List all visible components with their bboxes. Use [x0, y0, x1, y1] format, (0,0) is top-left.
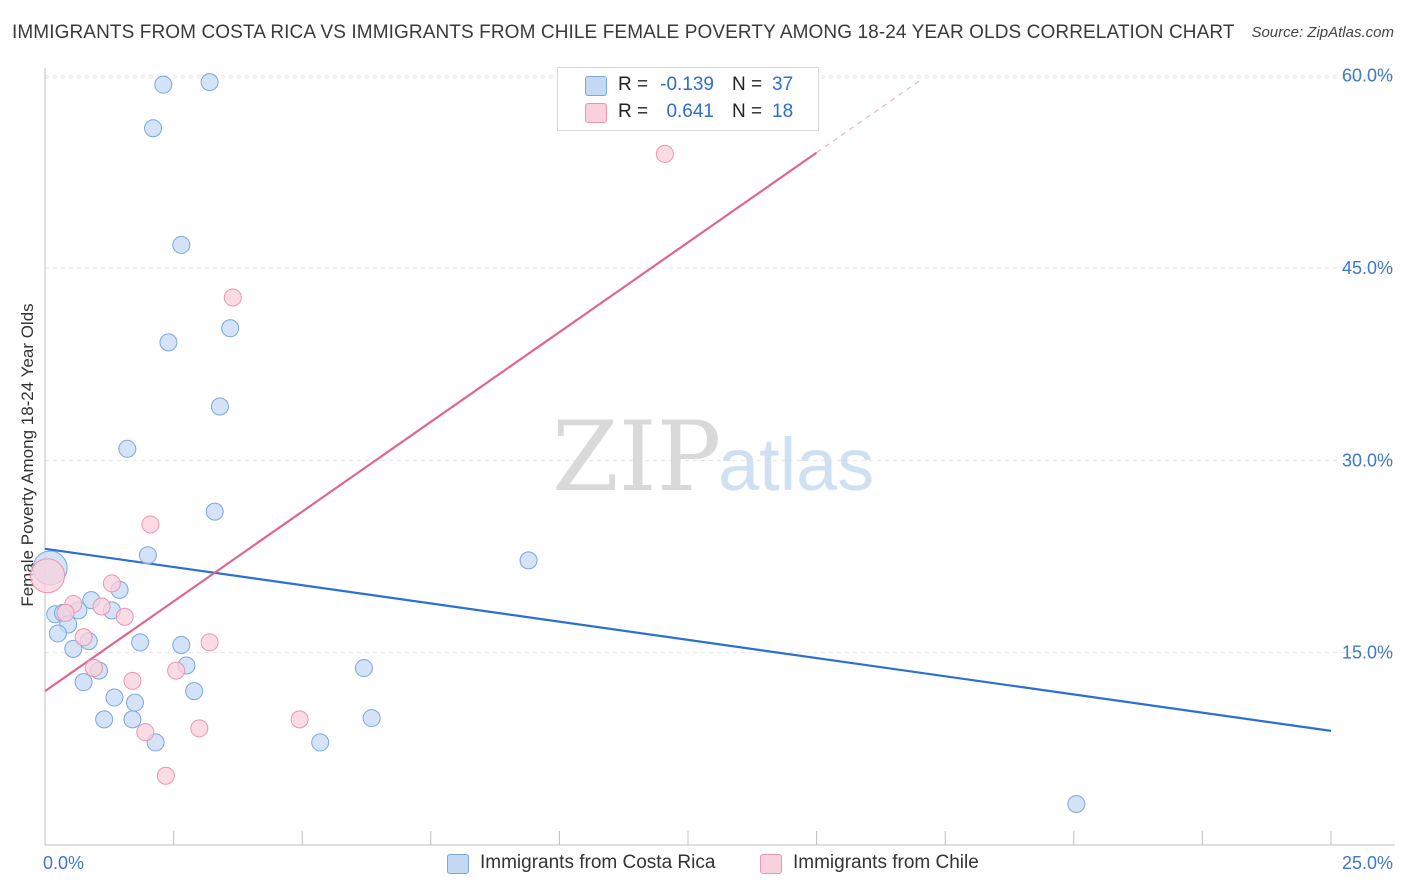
- point-costa-rica: [74, 673, 93, 692]
- point-costa-rica: [64, 639, 83, 658]
- point-costa-rica: [205, 502, 224, 521]
- point-chile: [141, 515, 160, 534]
- point-costa-rica: [172, 635, 191, 654]
- legend-swatch-chile: [760, 854, 782, 874]
- watermark-zip: ZIP: [552, 401, 721, 513]
- legend-row-costa-rica: R = -0.139 N = 37: [558, 73, 818, 99]
- point-costa-rica: [311, 733, 330, 752]
- point-costa-rica: [1067, 794, 1086, 813]
- trend-lines: [44, 80, 1332, 732]
- trend-line-chile: [44, 151, 818, 693]
- point-chile: [92, 597, 111, 616]
- point-costa-rica: [159, 333, 178, 352]
- legend-r-value: -0.139: [660, 74, 714, 95]
- point-chile: [115, 607, 134, 626]
- legend-swatch-costa-rica: [447, 854, 469, 874]
- x-tick-labels: 0.0% 25.0%: [43, 853, 1393, 873]
- point-costa-rica: [48, 624, 67, 643]
- x-ticks: [173, 831, 1332, 845]
- point-chile: [56, 603, 75, 622]
- point-chile: [156, 766, 175, 785]
- series-legend: Immigrants from Costa Rica Immigrants fr…: [0, 851, 1406, 877]
- point-costa-rica: [118, 439, 137, 458]
- point-costa-rica: [123, 710, 142, 729]
- legend-n-label: N =: [732, 101, 763, 122]
- x-tick-label: 25.0%: [1342, 853, 1393, 873]
- point-chile: [123, 671, 142, 690]
- source-label: Source: ZipAtlas.com: [1251, 24, 1394, 41]
- point-chile: [655, 144, 674, 163]
- y-tick-labels: 15.0% 30.0% 45.0% 60.0%: [1342, 66, 1393, 663]
- y-tick-label: 15.0%: [1342, 643, 1393, 663]
- point-chile: [200, 633, 219, 652]
- legend-n-label: N =: [732, 74, 763, 95]
- point-chile: [223, 288, 242, 307]
- legend-r-label: R =: [618, 74, 649, 95]
- point-chile: [84, 659, 103, 678]
- point-costa-rica: [95, 710, 114, 729]
- legend-row-chile: R = 0.641 N = 18: [558, 100, 818, 126]
- data-points: [30, 73, 1086, 813]
- axes: [44, 68, 1395, 846]
- point-chile: [74, 628, 93, 647]
- point-chile: [290, 710, 309, 729]
- watermark: ZIP atlas: [552, 401, 874, 513]
- point-costa-rica: [354, 659, 373, 678]
- point-costa-rica: [200, 73, 219, 92]
- y-tick-label: 45.0%: [1342, 258, 1393, 278]
- point-costa-rica: [138, 546, 157, 565]
- correlation-legend: R = -0.139 N = 37 R = 0.641 N = 18: [557, 67, 819, 131]
- y-tick-label: 60.0%: [1342, 66, 1393, 86]
- point-costa-rica: [105, 688, 124, 707]
- point-costa-rica: [519, 551, 538, 570]
- point-costa-rica: [126, 693, 145, 712]
- legend-n-value: 37: [772, 74, 794, 95]
- y-tick-label: 30.0%: [1342, 450, 1393, 470]
- legend-swatch-costa-rica: [585, 76, 607, 96]
- point-costa-rica: [362, 709, 381, 728]
- legend-r-value: 0.641: [666, 101, 714, 122]
- point-costa-rica: [185, 682, 204, 701]
- watermark-atlas: atlas: [718, 423, 874, 506]
- point-chile: [167, 661, 186, 680]
- point-costa-rica: [210, 397, 229, 416]
- legend-label-chile: Immigrants from Chile: [793, 852, 979, 873]
- legend-label-costa-rica: Immigrants from Costa Rica: [480, 852, 716, 873]
- point-costa-rica: [221, 319, 240, 338]
- point-chile: [136, 723, 155, 742]
- point-chile: [102, 574, 121, 593]
- legend-r-label: R =: [618, 101, 649, 122]
- chart-title: IMMIGRANTS FROM COSTA RICA VS IMMIGRANTS…: [12, 22, 1235, 43]
- legend-n-value: 18: [772, 101, 794, 122]
- grid-lines: [45, 75, 1395, 654]
- trend-line-costa-rica: [44, 547, 1332, 732]
- point-chile: [30, 558, 66, 594]
- point-costa-rica: [172, 235, 191, 254]
- point-costa-rica: [144, 119, 163, 138]
- trend-line-chile-extension: [816, 80, 920, 154]
- point-costa-rica: [131, 633, 150, 652]
- x-tick-label: 0.0%: [43, 853, 84, 873]
- point-chile: [190, 719, 209, 738]
- legend-swatch-chile: [585, 103, 607, 123]
- point-costa-rica: [154, 75, 173, 94]
